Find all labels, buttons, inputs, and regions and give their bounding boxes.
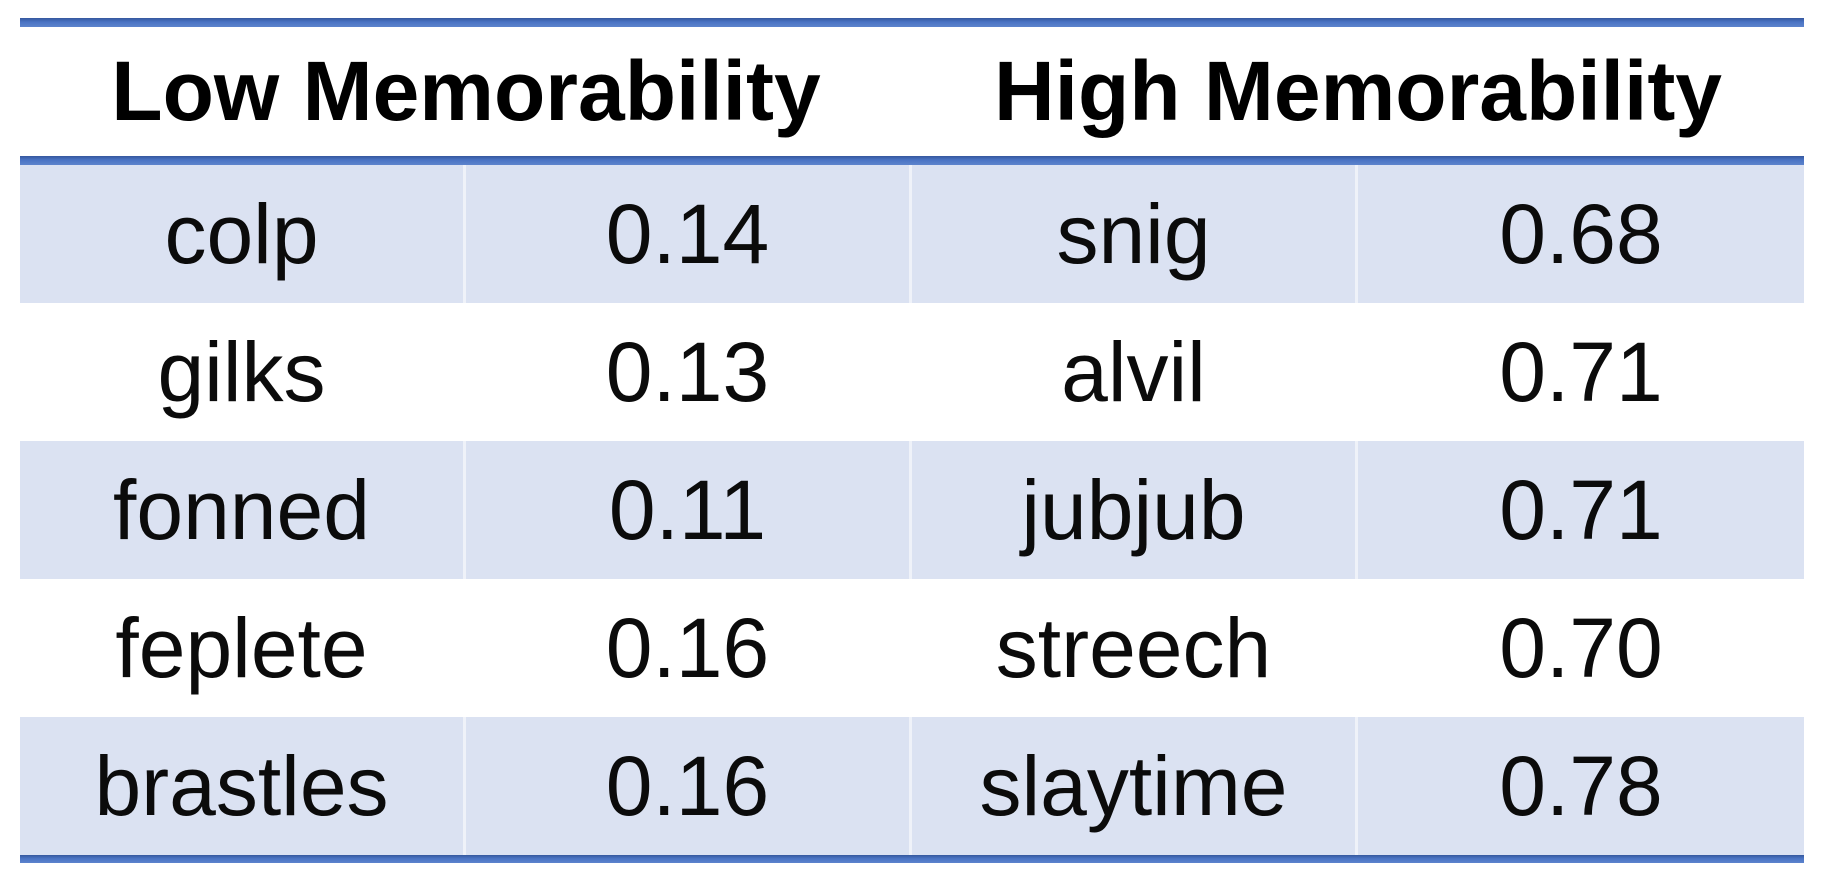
high-word-cell: jubjub: [912, 441, 1358, 579]
table-header-row: Low Memorability High Memorability: [20, 27, 1804, 156]
header-high-memorability: High Memorability: [993, 44, 1723, 138]
header-low-memorability: Low Memorability: [111, 44, 821, 138]
header-underline-rule: [20, 156, 1804, 165]
memorability-table: Low Memorability High Memorability colp …: [20, 18, 1804, 863]
high-score-cell: 0.68: [1499, 186, 1663, 281]
table-row: gilks 0.13 alvil 0.71: [20, 303, 1804, 441]
table-top-rule: [20, 18, 1804, 27]
table-row: brastles 0.16 slaytime 0.78: [20, 717, 1804, 855]
low-score-cell: 0.16: [466, 717, 912, 855]
low-word-cell: brastles: [20, 717, 466, 855]
table-row: colp 0.14 snig 0.68: [20, 165, 1804, 303]
low-word-cell: feplete: [20, 579, 466, 717]
high-word-cell: snig: [912, 165, 1358, 303]
low-word-cell: gilks: [20, 303, 466, 441]
high-score-cell: 0.71: [1499, 324, 1663, 419]
high-score-cell: 0.71: [1499, 462, 1663, 557]
high-word-cell: streech: [912, 579, 1358, 717]
high-word-cell: alvil: [912, 303, 1358, 441]
high-score-cell: 0.70: [1499, 600, 1663, 695]
table-bottom-rule: [20, 855, 1804, 863]
low-score-cell: 0.14: [466, 165, 912, 303]
low-score-cell: 0.11: [466, 441, 912, 579]
low-word-cell: fonned: [20, 441, 466, 579]
table-row: fonned 0.11 jubjub 0.71: [20, 441, 1804, 579]
high-score-cell: 0.78: [1499, 738, 1663, 833]
table-row: feplete 0.16 streech 0.70: [20, 579, 1804, 717]
low-score-cell: 0.13: [466, 303, 912, 441]
high-word-cell: slaytime: [912, 717, 1358, 855]
low-word-cell: colp: [20, 165, 466, 303]
low-score-cell: 0.16: [466, 579, 912, 717]
